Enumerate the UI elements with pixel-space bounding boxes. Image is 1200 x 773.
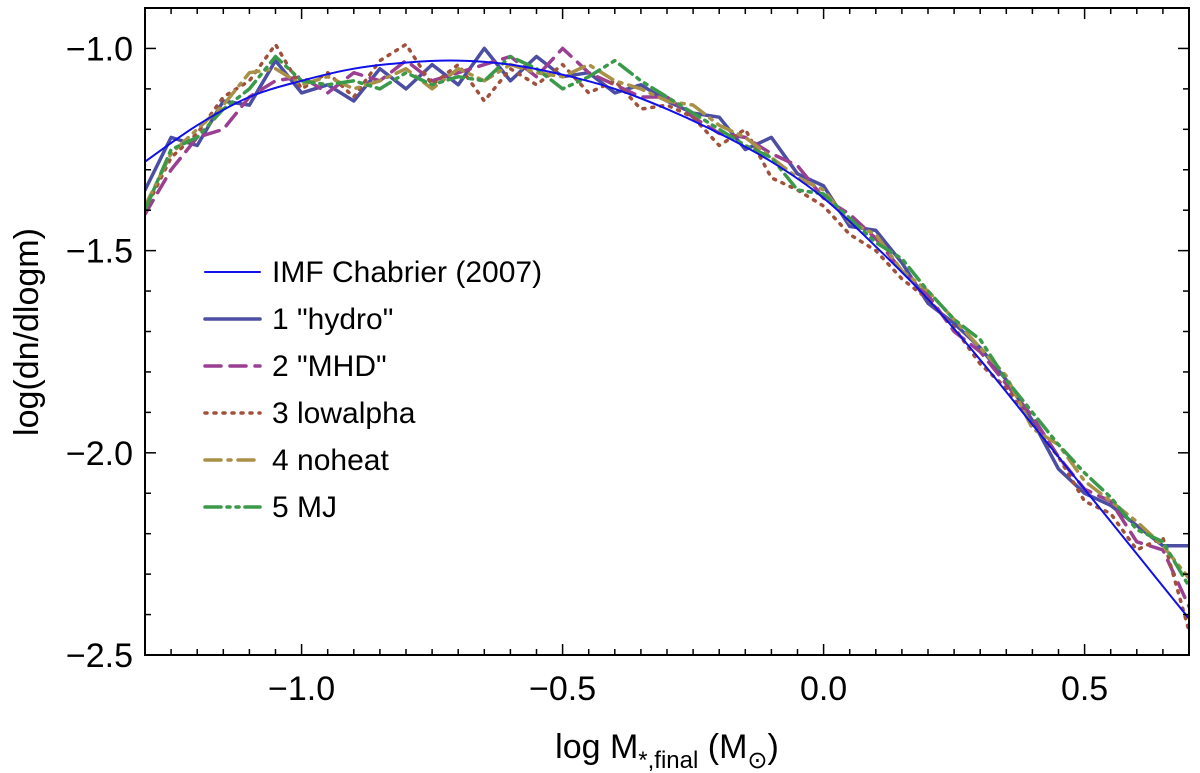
ticks: −1.0 −0.5 0.0 0.5 −1.0 −1.5 −2.0 −2.5: [66, 7, 1190, 708]
x-tick-label: −1.0: [268, 670, 335, 708]
y-tick-label: −1.5: [66, 233, 133, 271]
series-line-6: [145, 54, 1189, 589]
series-line-1: [145, 59, 1189, 620]
x-tick-label: 0.5: [1061, 670, 1108, 708]
y-tick-label: −2.0: [66, 435, 133, 473]
x-tick-label: −0.5: [529, 670, 596, 708]
legend-label-1: IMF Chabrier (2007): [272, 256, 542, 289]
x-axis-label-subscript: *,final: [638, 747, 698, 773]
legend-label-4: 3 lowalpha: [272, 397, 416, 430]
x-axis-label-unit-close: ): [768, 728, 779, 766]
x-axis-label-unit-open: (M: [698, 728, 747, 766]
plot-series: [145, 42, 1189, 633]
legend-label-6: 5 MJ: [272, 491, 337, 524]
y-tick-label: −1.0: [66, 30, 133, 68]
legend: IMF Chabrier (2007) 1 "hydro" 2 "MHD" 3 low…: [203, 256, 542, 524]
x-axis-label-main: log M: [555, 728, 638, 766]
x-axis-label: log M*,final (M⊙): [555, 728, 779, 773]
legend-label-3: 2 "MHD": [272, 350, 387, 383]
legend-label-2: 1 "hydro": [272, 303, 393, 336]
x-axis-label-unit-symbol: ⊙: [747, 747, 767, 773]
y-tick-label: −2.5: [66, 637, 133, 675]
legend-label-5: 4 noheat: [272, 444, 389, 477]
y-axis-label: log(dn/dlogm): [8, 228, 46, 436]
x-tick-label: 0.0: [800, 670, 847, 708]
